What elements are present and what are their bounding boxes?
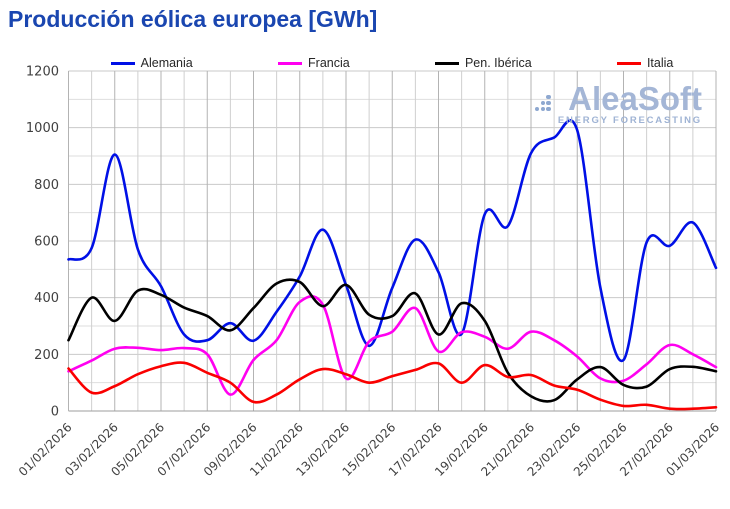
chart-legend: Alemania Francia Pen. Ibérica Italia bbox=[68, 55, 716, 71]
legend-item-pen-ib-rica: Pen. Ibérica bbox=[434, 56, 532, 70]
chart-title: Producción eólica europea [GWh] bbox=[8, 6, 378, 32]
y-tick-label: 0 bbox=[51, 405, 59, 420]
legend-label: Pen. Ibérica bbox=[464, 56, 532, 70]
series-line-pen-ib-rica bbox=[67, 278, 718, 403]
legend-marker-icon bbox=[278, 61, 303, 65]
series-line-francia bbox=[67, 295, 718, 396]
legend-label: Italia bbox=[646, 56, 674, 70]
legend-label: Francia bbox=[308, 56, 350, 70]
legend-label: Alemania bbox=[140, 56, 193, 70]
y-tick-label: 400 bbox=[34, 291, 59, 306]
legend-item-francia: Francia bbox=[278, 56, 350, 70]
y-tick-label: 600 bbox=[34, 235, 59, 250]
legend-marker-icon bbox=[616, 61, 641, 65]
y-tick-label: 800 bbox=[34, 178, 59, 193]
series-line-italia bbox=[67, 361, 718, 411]
series-line-alemania bbox=[67, 119, 718, 363]
y-tick-label: 1200 bbox=[26, 65, 59, 80]
y-tick-label: 1000 bbox=[26, 121, 59, 136]
y-tick-label: 200 bbox=[34, 348, 59, 363]
legend-marker-icon bbox=[110, 61, 135, 65]
legend-item-alemania: Alemania bbox=[110, 56, 193, 70]
legend-marker-icon bbox=[434, 61, 459, 65]
legend-item-italia: Italia bbox=[616, 56, 674, 70]
